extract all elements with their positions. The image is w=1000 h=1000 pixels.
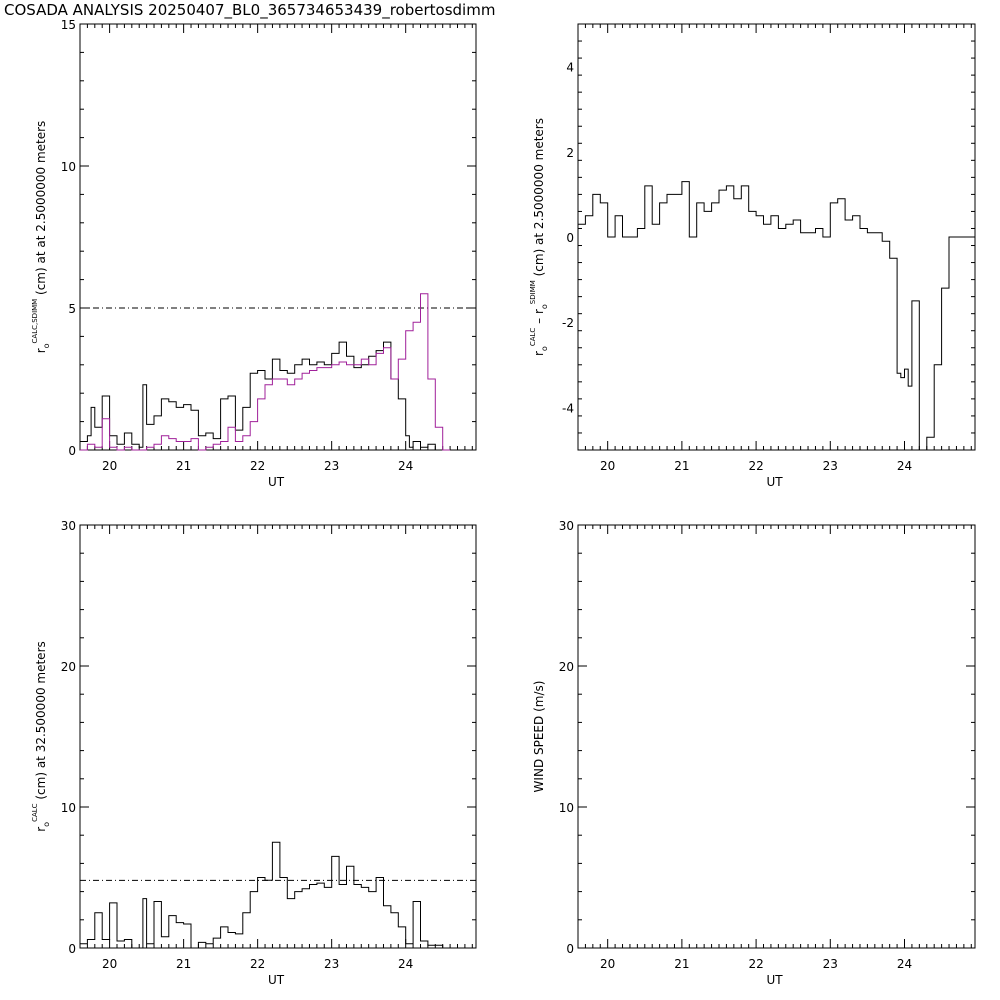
y-label-r: r xyxy=(532,351,546,356)
panel-bottom-right-wind-speed: 20 21 22 23 24 0 10 20 30 UT WIND SPEED (m/s) xyxy=(532,519,976,987)
x-tick-label: 23 xyxy=(823,459,838,473)
x-tick-label: 21 xyxy=(176,957,191,971)
y-tick-label: 15 xyxy=(61,18,76,32)
x-tick-label: 22 xyxy=(250,957,265,971)
y-label-text: WIND SPEED (m/s) xyxy=(532,681,546,793)
plot-frame xyxy=(577,524,976,949)
page-title: COSADA ANALYSIS 20250407_BL0_36573465343… xyxy=(4,1,496,19)
panel-bottom-left-r0-calc-32m: 20 21 22 23 24 0 10 20 30 UT roCALC (cm) at 32.500… xyxy=(31,519,477,987)
x-tick-label: 21 xyxy=(674,459,689,473)
y-label-text: (cm) at at 2.5000000 meters xyxy=(34,121,48,299)
y-label-superscript: CALC xyxy=(31,803,39,822)
y-tick-label: -2 xyxy=(562,316,574,330)
y-label-r: r xyxy=(34,827,48,832)
x-axis-label: UT xyxy=(766,475,783,489)
x-tick-label: 24 xyxy=(897,459,912,473)
y-axis-label: WIND SPEED (m/s) xyxy=(532,681,546,793)
plot-frame xyxy=(79,23,477,451)
y-label-r: r xyxy=(532,309,546,314)
series-line-1 xyxy=(80,293,451,451)
y-tick-label: 0 xyxy=(566,942,574,956)
y-tick-label: 30 xyxy=(559,519,574,533)
y-tick-label: 5 xyxy=(68,302,76,316)
series-line-0 xyxy=(578,181,975,451)
x-tick-label: 22 xyxy=(748,459,763,473)
y-label-superscript: CALC xyxy=(529,328,537,347)
y-tick-label: 20 xyxy=(61,660,76,674)
y-tick-label: 0 xyxy=(68,942,76,956)
y-label-r: r xyxy=(34,348,48,353)
y-tick-label: 0 xyxy=(566,231,574,245)
y-label-subscript: o xyxy=(42,822,51,827)
x-tick-label: 23 xyxy=(823,957,838,971)
x-tick-label: 23 xyxy=(324,459,339,473)
x-tick-label: 22 xyxy=(250,459,265,473)
y-tick-label: 10 xyxy=(61,160,76,174)
x-tick-label: 22 xyxy=(748,957,763,971)
y-tick-label: 4 xyxy=(566,61,574,75)
x-tick-label: 24 xyxy=(398,459,413,473)
x-tick-label: 24 xyxy=(897,957,912,971)
y-label-subscript: o xyxy=(540,346,549,351)
series-line-0 xyxy=(80,841,451,949)
x-tick-label: 24 xyxy=(398,957,413,971)
plot-frame xyxy=(79,524,477,949)
x-tick-label: 21 xyxy=(176,459,191,473)
y-label-minus: – xyxy=(532,314,546,328)
y-label-text: (cm) at 32.500000 meters xyxy=(34,641,48,803)
series-line-0 xyxy=(80,341,451,451)
y-label-superscript: CALC,SDIMM xyxy=(31,299,39,344)
x-tick-label: 20 xyxy=(600,957,615,971)
y-label-subscript: o xyxy=(42,343,51,348)
y-axis-label: roCALC (cm) at 32.500000 meters xyxy=(31,641,51,832)
y-label-subscript: o xyxy=(540,304,549,309)
y-label-text: (cm) at 2.5000000 meters xyxy=(532,118,546,280)
y-axis-label: roCALC – roSDIMM (cm) at 2.5000000 meter… xyxy=(529,118,549,356)
x-tick-label: 20 xyxy=(600,459,615,473)
y-tick-label: 10 xyxy=(61,801,76,815)
y-label-superscript: SDIMM xyxy=(529,280,537,304)
y-tick-label: 10 xyxy=(559,801,574,815)
x-tick-label: 20 xyxy=(102,957,117,971)
y-tick-label: 2 xyxy=(566,146,574,160)
x-tick-label: 21 xyxy=(674,957,689,971)
x-tick-label: 20 xyxy=(102,459,117,473)
panel-top-left-r0-calc-sdimm: 20 21 22 23 24 0 5 10 15 UT roCALC,SDIMM (cm) at a… xyxy=(31,18,477,489)
x-tick-label: 23 xyxy=(324,957,339,971)
y-tick-label: 0 xyxy=(68,444,76,458)
x-axis-label: UT xyxy=(766,973,783,987)
y-tick-label: 20 xyxy=(559,660,574,674)
y-axis-label: roCALC,SDIMM (cm) at at 2.5000000 meters xyxy=(31,121,51,354)
x-axis-label: UT xyxy=(268,475,285,489)
x-axis-label: UT xyxy=(268,973,285,987)
y-tick-label: -4 xyxy=(562,401,574,415)
y-tick-label: 30 xyxy=(61,519,76,533)
